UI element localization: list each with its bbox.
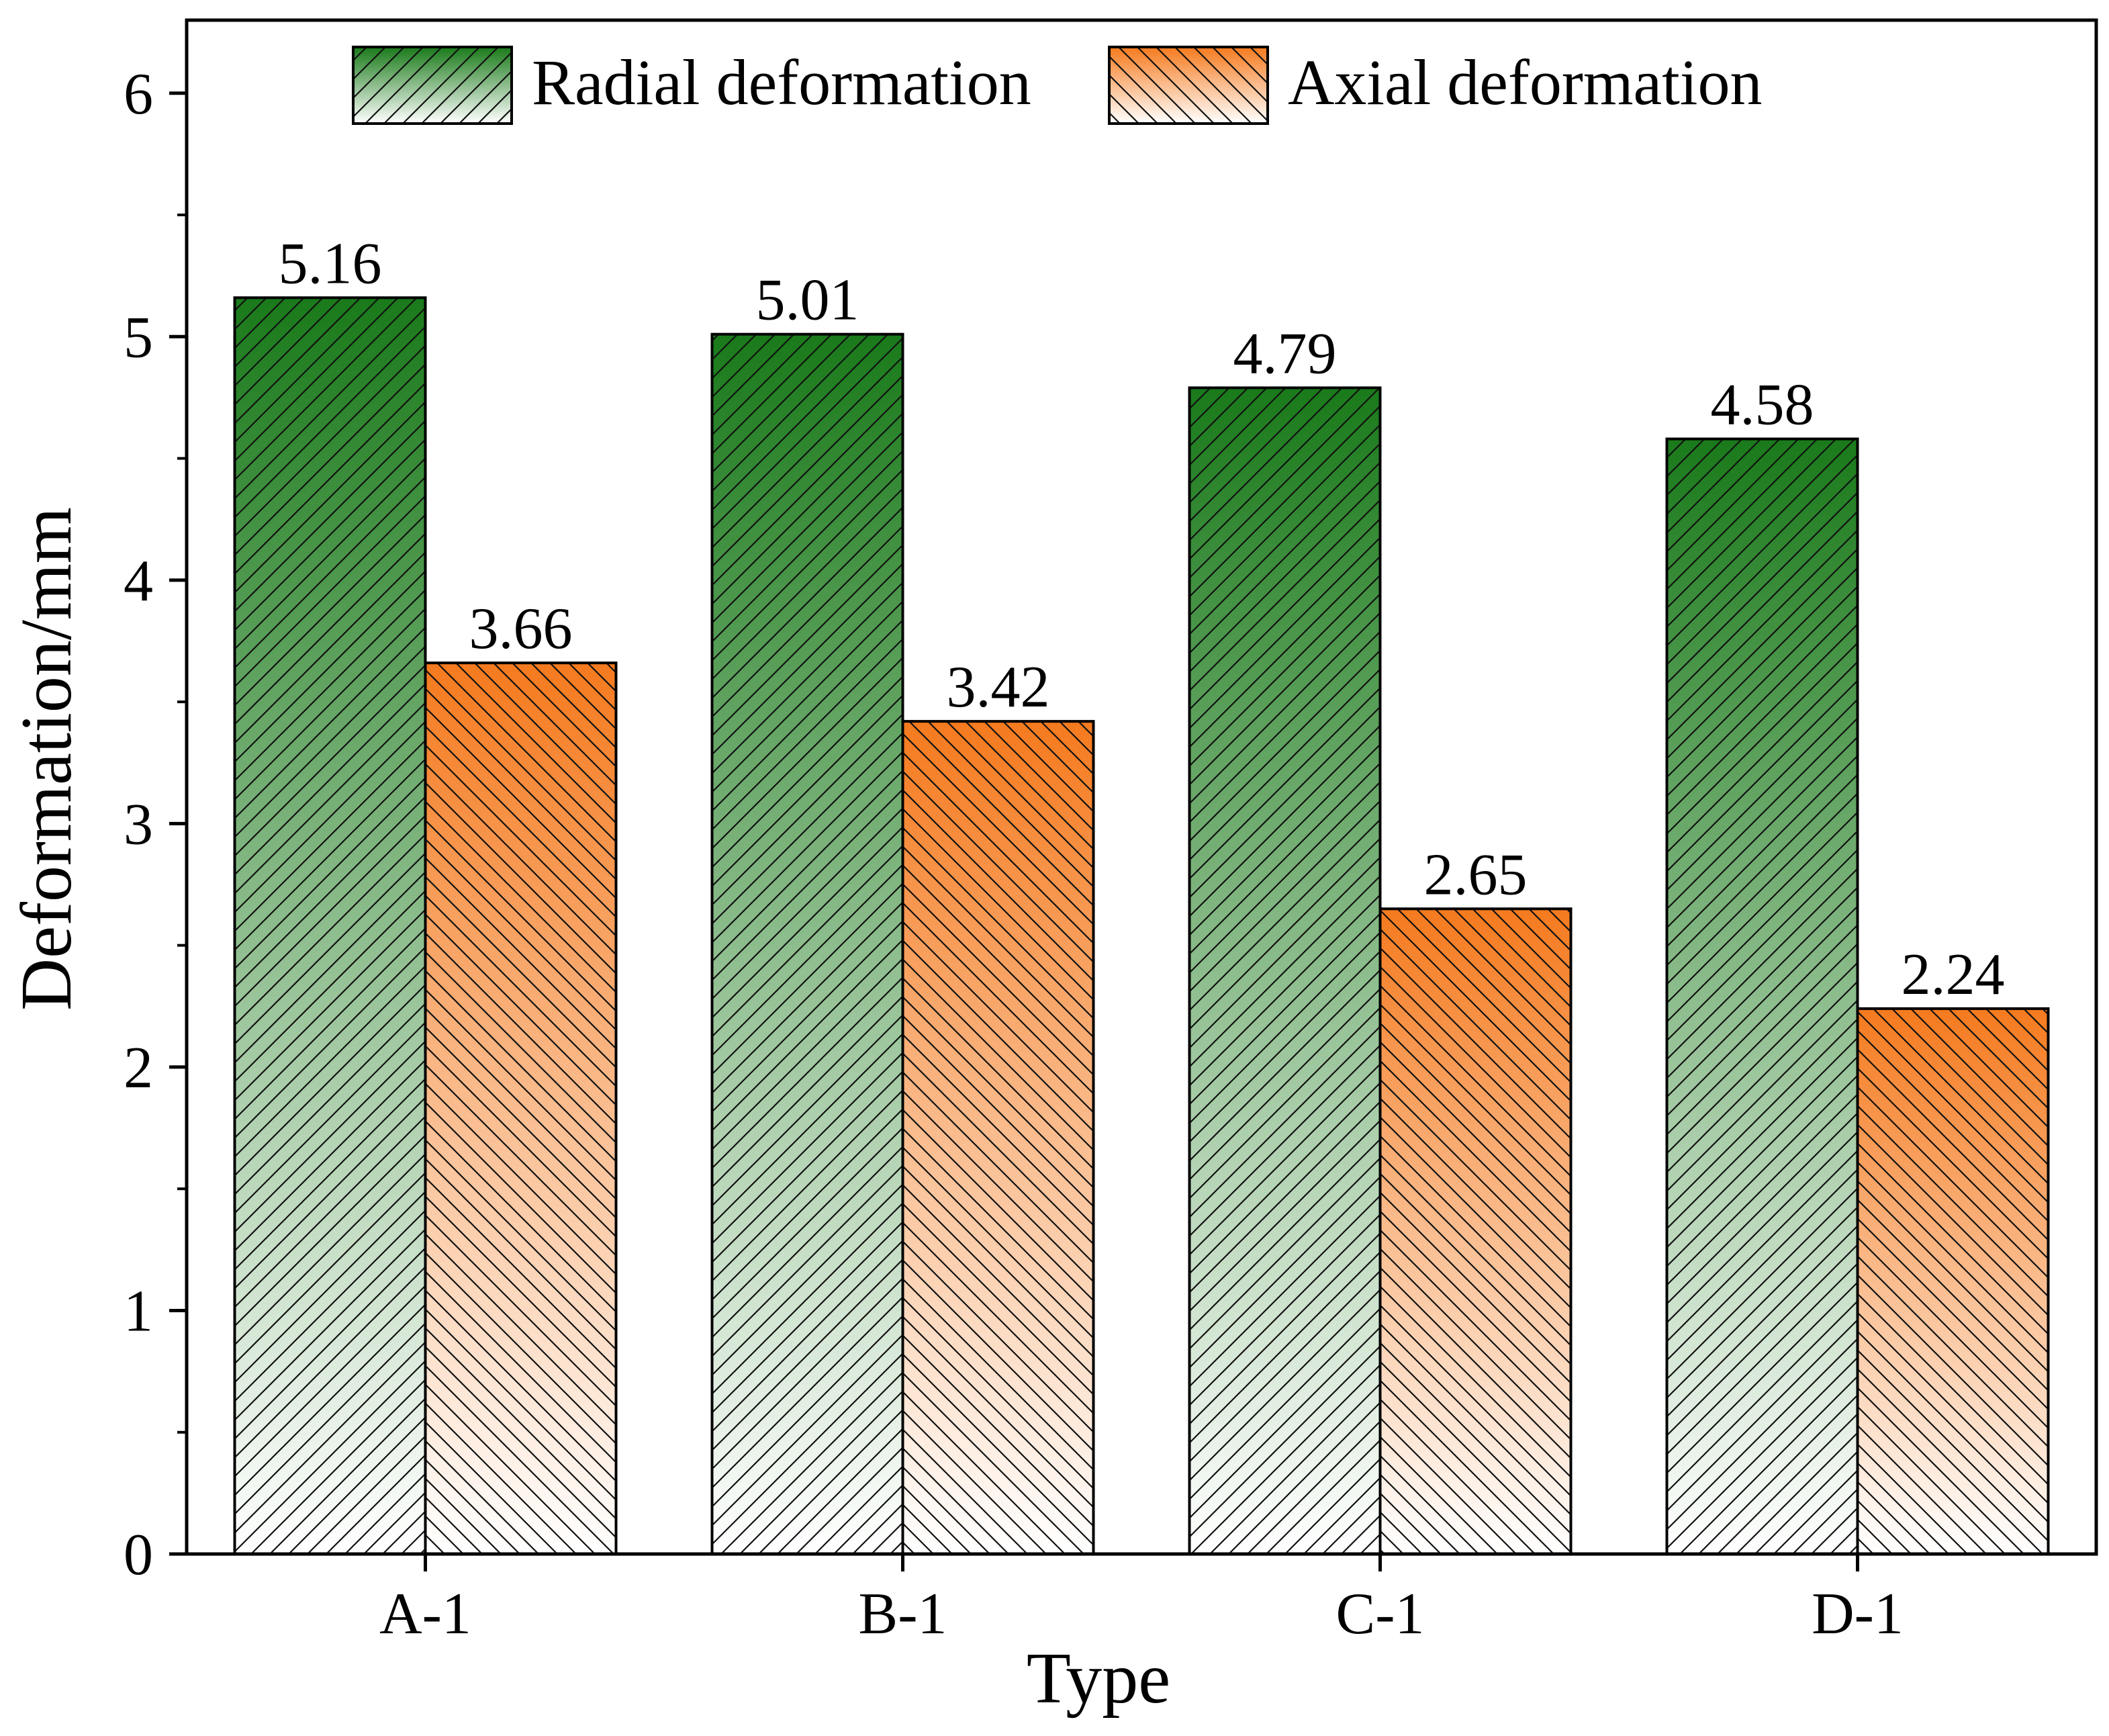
bars-layer: 5.16 3.66 5.01 3.42 4.79 2.65 4.58 2.24 xyxy=(233,231,2050,1556)
data-label-axial-D-1: 2.24 xyxy=(1902,942,2005,1007)
x-axis-title: Type xyxy=(1027,1639,1170,1719)
x-tick-label: C-1 xyxy=(1336,1582,1425,1647)
data-label-radial-D-1: 4.58 xyxy=(1711,373,1814,438)
bar-hatch-radial-C-1 xyxy=(1188,386,1382,1555)
y-axis: 0 1 2 3 4 5 6 xyxy=(124,62,187,1588)
data-label-radial-B-1: 5.01 xyxy=(756,268,859,333)
data-label-radial-C-1: 4.79 xyxy=(1233,321,1337,386)
legend: Radial deformation Axial deformation xyxy=(352,46,1762,125)
legend-swatch-radial-hatch xyxy=(352,46,513,125)
bar-hatch-axial-D-1 xyxy=(1856,1007,2050,1555)
y-tick-label: 5 xyxy=(124,305,153,370)
bar-hatch-radial-A-1 xyxy=(233,296,427,1555)
legend-item-radial[interactable]: Radial deformation xyxy=(352,46,1031,125)
bar-hatch-radial-B-1 xyxy=(710,332,904,1556)
x-tick-label: A-1 xyxy=(379,1582,471,1647)
y-tick-label: 1 xyxy=(124,1279,153,1344)
legend-item-axial[interactable]: Axial deformation xyxy=(1108,46,1762,125)
y-tick-label: 4 xyxy=(124,549,153,614)
data-label-axial-B-1: 3.42 xyxy=(947,655,1050,720)
legend-label-radial: Radial deformation xyxy=(532,46,1031,118)
data-label-axial-C-1: 2.65 xyxy=(1424,842,1528,907)
y-tick-label: 0 xyxy=(124,1522,153,1588)
legend-label-axial: Axial deformation xyxy=(1288,46,1762,118)
bar-hatch-axial-B-1 xyxy=(901,720,1095,1555)
legend-swatch-axial-hatch xyxy=(1108,46,1269,125)
bar-hatch-radial-D-1 xyxy=(1665,437,1859,1555)
x-axis: A-1 B-1 C-1 D-1 xyxy=(379,1554,1904,1647)
x-tick-label: D-1 xyxy=(1812,1582,1904,1647)
bar-hatch-axial-A-1 xyxy=(424,661,618,1555)
plot-frame xyxy=(185,18,2098,1556)
y-tick-label: 6 xyxy=(124,62,153,127)
data-label-radial-A-1: 5.16 xyxy=(279,231,382,296)
y-tick-label: 2 xyxy=(124,1036,153,1101)
bar-hatch-axial-C-1 xyxy=(1378,907,1573,1556)
data-label-axial-A-1: 3.66 xyxy=(469,596,573,661)
y-tick-label: 3 xyxy=(124,792,153,857)
y-axis-title: Deformation/mm xyxy=(7,507,87,1011)
x-tick-label: B-1 xyxy=(859,1582,947,1647)
